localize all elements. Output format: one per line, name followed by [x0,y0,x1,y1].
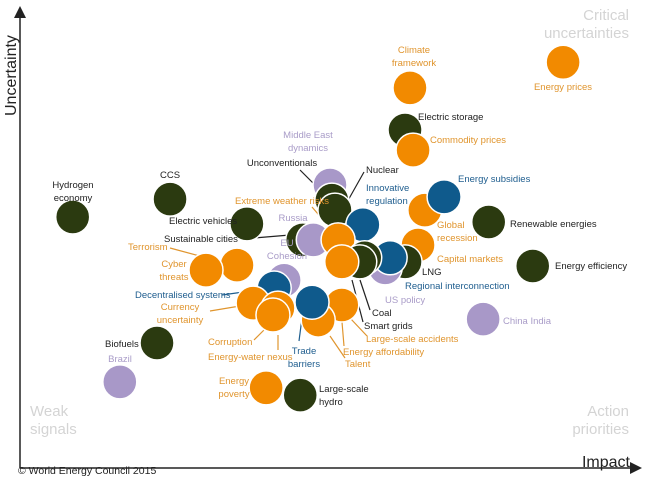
label-lng: LNG [422,267,442,278]
label-cyber-threats: Cyber threats [159,259,188,283]
label-sustainable-cities: Sustainable cities [164,234,238,245]
label-electric-storage: Electric storage [418,112,483,123]
quadrant-label-critical: Critical uncertainties [544,7,629,42]
label-commodity-prices: Commodity prices [430,135,506,146]
bubble-corruption [255,297,291,333]
label-energy-affordability: Energy affordability [343,347,424,358]
bubble-cyber-threats [188,252,224,288]
bubble-china-india [465,301,501,337]
bubble-renewable-energies [470,204,507,240]
leader-line-coal [359,279,371,311]
label-ccs: CCS [160,170,180,181]
bubble-climate-framework [392,70,428,106]
quadrant-label-action: Action priorities [572,403,629,438]
quadrant-label-weak: Weak signals [30,403,77,438]
label-energy-efficiency: Energy efficiency [555,261,627,272]
bubble-electric-vehicles [229,206,265,242]
label-china-india: China India [503,316,552,327]
bubble-commodity-prices [395,132,431,168]
label-trade-barriers: Trade barriers [288,346,320,370]
label-talent: Talent [345,359,371,370]
bubble-energy-poverty [248,370,284,406]
bubble-trade-barriers [294,284,330,320]
bubble-hydrogen-economy [54,199,91,235]
leader-line-energy-affordability [341,321,345,347]
label-extreme-weather-risks: Extreme weather risks [235,196,329,207]
copyright: © World Energy Council 2015 [18,465,156,477]
label-hydrogen-economy: Hydrogen economy [52,180,93,204]
bubble-energy-prices [545,44,581,80]
bubble-biofuels [139,325,175,361]
bubble-large-scale-accidents [324,244,360,280]
leader-line-large-scale-accidents [349,317,368,337]
bubble-energy-subsidies [426,179,462,215]
bubble-energy-efficiency [514,248,551,284]
label-energy-subsidies: Energy subsidies [458,174,531,185]
label-terrorism: Terrorism [128,242,168,253]
label-middle-east-dynamics: Middle East dynamics [283,130,333,154]
label-unconventionals: Unconventionals [247,158,317,169]
leader-line-talent [329,335,346,359]
label-russia: Russia [278,213,308,224]
y-axis-title: Uncertainty [3,35,20,116]
label-climate-framework: Climate framework [392,45,437,69]
leader-line-currency-uncertainty [209,305,241,312]
label-corruption: Corruption [208,337,252,348]
label-renewable-energies: Renewable energies [510,219,597,230]
label-decentralised-systems: Decentralised systems [135,290,231,301]
label-biofuels: Biofuels [105,339,139,350]
label-smart-grids: Smart grids [364,321,413,332]
bubble-terrorism [219,247,255,283]
label-energy-prices: Energy prices [534,82,592,93]
label-regional-interconnection: Regional interconnection [405,281,510,292]
label-nuclear: Nuclear [366,165,399,176]
label-energy-poverty: Energy poverty [218,376,249,400]
bubble-large-scale-hydro [282,377,318,413]
bubble-brazil [102,364,138,400]
label-capital-markets: Capital markets [437,254,503,265]
label-global-recession: Global recession [437,220,478,244]
label-energy-water-nexus: Energy-water nexus [208,352,293,363]
label-currency-uncertainty: Currency uncertainty [157,302,204,326]
label-coal: Coal [372,308,392,319]
label-eu-cohesion: EU Cohesion [267,238,307,262]
label-us-policy: US policy [385,295,425,306]
bubble-ccs [152,181,188,217]
label-innovative-regulation: Innovative regulation [366,183,409,207]
label-large-scale-hydro: Large-scale hydro [319,384,369,408]
label-electric-vehicles: Electric vehicles [169,216,237,227]
label-large-scale-accidents: Large-scale accidents [366,334,459,345]
label-brazil: Brazil [108,354,132,365]
x-axis-title: Impact [582,454,631,471]
